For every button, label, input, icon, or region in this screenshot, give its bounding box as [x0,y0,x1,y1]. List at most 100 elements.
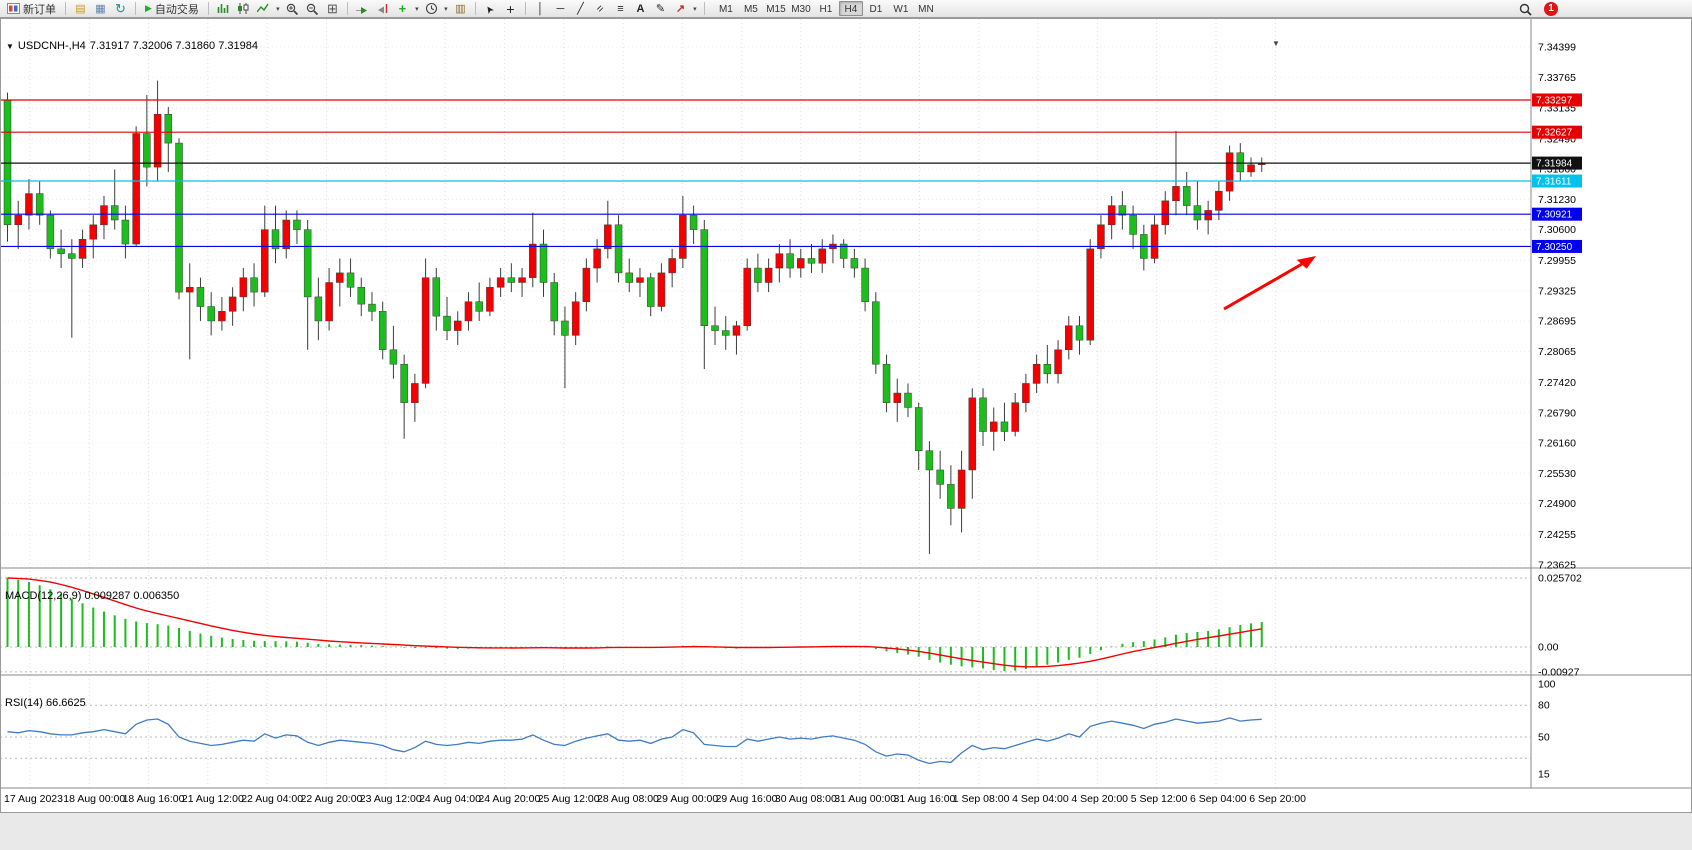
zoom-in-icon[interactable] [283,1,302,17]
new-order-button[interactable]: 新订单 [3,1,60,17]
timeframe-m1[interactable]: M1 [718,4,733,15]
timeframe-m30[interactable]: M30 [791,4,811,15]
toolbar-separator [207,2,209,15]
svg-text:4 Sep 04:00: 4 Sep 04:00 [1012,793,1069,805]
svg-text:7.31984: 7.31984 [1536,159,1573,170]
arrows-caret-icon[interactable]: ▾ [693,5,697,13]
indicators-icon[interactable]: + [398,0,407,16]
svg-text:7.28695: 7.28695 [1538,316,1576,328]
macd-indicator-label: MACD(12,26,9) 0.009287 0.006350 [5,590,180,602]
chart-area[interactable]: 7.343997.337657.331357.324907.318607.312… [0,18,1692,813]
trendline-tool-icon[interactable]: ╱ [577,2,584,15]
auto-trading-button[interactable]: ▶ 自动交易 [141,1,203,17]
toolbar-separator [703,2,705,15]
svg-text:1 Sep 08:00: 1 Sep 08:00 [953,793,1010,805]
svg-text:7.28065: 7.28065 [1538,346,1576,358]
symbol-name: USDCNH-,H4 [17,40,86,52]
svg-text:24 Aug 04:00: 24 Aug 04:00 [419,793,481,805]
price-chart-canvas[interactable]: 7.343997.337657.331357.324907.318607.312… [0,18,1692,813]
horizontal-level-lines[interactable] [0,99,1531,248]
label-tool-icon[interactable]: ✎ [655,2,666,15]
data-window-icon[interactable]: ▦ [95,2,106,15]
svg-text:29 Aug 00:00: 29 Aug 00:00 [656,793,718,805]
svg-text:31 Aug 16:00: 31 Aug 16:00 [894,793,956,805]
svg-text:7.29955: 7.29955 [1538,255,1576,267]
svg-text:7.25530: 7.25530 [1538,468,1576,480]
svg-text:100: 100 [1538,679,1556,691]
svg-text:7.29325: 7.29325 [1538,285,1576,297]
svg-text:23 Aug 12:00: 23 Aug 12:00 [360,793,422,805]
svg-text:18 Aug 00:00: 18 Aug 00:00 [63,793,125,805]
line-chart-icon[interactable] [254,1,273,17]
indicators-caret-icon[interactable]: ▾ [415,5,419,13]
horizontal-line-tool-icon[interactable]: ─ [556,2,565,15]
one-click-trading-toggle-icon[interactable]: ▼ [6,41,14,51]
rsi-indicator-label: RSI(14) 66.6625 [5,697,86,709]
svg-text:18 Aug 16:00: 18 Aug 16:00 [123,793,185,805]
zoom-out-icon[interactable] [303,1,322,17]
trend-arrow[interactable] [1223,256,1316,311]
svg-text:31 Aug 00:00: 31 Aug 00:00 [834,793,896,805]
toolbar-separator [346,2,348,15]
templates-icon[interactable]: ▥ [455,2,466,15]
timeframe-m15[interactable]: M15 [766,4,786,15]
search-icon[interactable] [1516,1,1535,17]
svg-text:4 Sep 20:00: 4 Sep 20:00 [1071,793,1128,805]
tile-windows-icon[interactable]: ⊞ [326,0,338,16]
svg-text:6 Sep 04:00: 6 Sep 04:00 [1190,793,1247,805]
new-order-icon [7,3,20,14]
svg-text:0.025702: 0.025702 [1538,573,1582,585]
svg-text:22 Aug 04:00: 22 Aug 04:00 [241,793,303,805]
fibonacci-tool-icon[interactable]: ≡ [617,2,624,15]
svg-text:50: 50 [1538,732,1550,744]
toolbar-separator [65,2,66,15]
svg-text:7.26790: 7.26790 [1538,407,1576,419]
auto-scroll-icon[interactable] [353,1,372,17]
chart-shift-marker-icon[interactable]: ▼ [1272,39,1280,48]
bar-chart-icon[interactable] [214,1,233,17]
refresh-icon[interactable]: ↻ [115,0,126,16]
timeframe-h1[interactable]: H1 [819,4,833,15]
arrows-tool-icon[interactable]: ↗ [675,2,686,15]
svg-text:7.31230: 7.31230 [1538,194,1576,206]
svg-text:28 Aug 08:00: 28 Aug 08:00 [597,793,659,805]
svg-text:7.26160: 7.26160 [1538,438,1576,450]
timeframe-h4[interactable]: H4 [838,1,863,16]
timeframe-mn[interactable]: MN [918,4,934,15]
svg-text:5 Sep 12:00: 5 Sep 12:00 [1131,793,1188,805]
text-tool-icon[interactable]: A [636,2,645,15]
svg-text:6 Sep 20:00: 6 Sep 20:00 [1249,793,1306,805]
svg-text:15: 15 [1538,769,1550,781]
grid [0,19,1531,788]
timeframe-switcher: M1 M5 M15 M30 H1 H4 D1 W1 MN [714,1,938,16]
svg-text:-0.00927: -0.00927 [1538,666,1580,678]
chart-window-icon[interactable]: ▤ [75,2,86,15]
periods-caret-icon[interactable]: ▾ [444,5,448,13]
toolbar-separator [135,2,136,15]
macd-plot [0,577,1531,673]
svg-text:7.32627: 7.32627 [1536,128,1573,139]
chart-type-caret-icon[interactable]: ▾ [276,5,280,13]
svg-text:30 Aug 08:00: 30 Aug 08:00 [775,793,837,805]
svg-text:7.30921: 7.30921 [1536,210,1573,221]
vertical-line-tool-icon[interactable]: │ [536,2,544,15]
new-order-label: 新订单 [23,3,56,16]
chart-shift-icon[interactable] [373,1,392,17]
toolbar-separator [524,2,526,15]
timeframe-d1[interactable]: D1 [869,4,883,15]
crosshair-icon[interactable]: + [506,0,515,17]
periods-icon[interactable] [422,1,441,17]
price-tags: 7.33297 7.32627 7.31984 7.31611 7.30921 7.302… [1532,93,1582,253]
price-axis-labels: 7.343997.337657.331357.324907.318607.312… [1538,42,1582,781]
candles [3,80,1266,555]
timeframe-w1[interactable]: W1 [893,4,909,15]
timeframe-m5[interactable]: M5 [743,4,758,15]
svg-text:80: 80 [1538,700,1550,712]
svg-text:7.30600: 7.30600 [1538,224,1576,236]
candlestick-chart-icon[interactable] [234,1,253,17]
rsi-plot [0,704,1531,765]
notification-badge[interactable]: 1 [1544,2,1558,16]
svg-text:7.30250: 7.30250 [1536,242,1573,253]
svg-text:7.27420: 7.27420 [1538,377,1576,389]
